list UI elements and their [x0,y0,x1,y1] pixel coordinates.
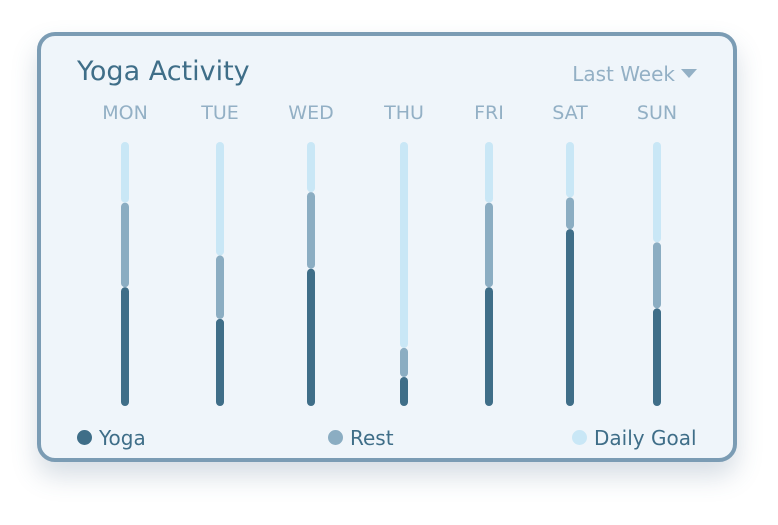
bar-wed-rest [307,192,315,269]
bar-wed-yoga [307,268,315,406]
day-label-mon: MON [102,102,148,124]
bar-mon-daily-goal [121,142,129,203]
daily-goal-dot-icon [572,430,587,445]
bar-sat-daily-goal [566,142,574,198]
yoga-dot-icon [77,430,92,445]
bar-thu-rest [400,347,408,377]
day-label-thu: THU [383,102,424,124]
legend-item-yoga: Yoga [77,426,146,450]
bar-sat-rest [566,197,574,230]
bar-fri-daily-goal [485,142,493,203]
activity-chart: MON TUE WED THU FRI SAT SUN [102,102,677,406]
yoga-activity-card: Yoga Activity Last Week MON TUE WED THU FRI S… [37,32,737,462]
day-label-fri: FRI [474,102,504,124]
legend-label-yoga: Yoga [99,426,146,450]
bar-tue-yoga [216,318,224,406]
day-label-wed: WED [288,102,333,124]
day-label-sat: SAT [552,102,588,124]
bar-sun-yoga [653,308,661,406]
bar-mon-yoga [121,287,129,406]
period-label: Last Week [572,62,675,86]
bar-mon-rest [121,202,129,288]
legend-label-daily-goal: Daily Goal [594,426,697,450]
bar-sat-yoga [566,229,574,406]
period-dropdown[interactable]: Last Week [572,62,697,86]
rest-dot-icon [328,430,343,445]
bar-tue-daily-goal [216,142,224,256]
chart-title: Yoga Activity [77,56,250,87]
legend-label-rest: Rest [350,426,394,450]
legend-item-daily-goal: Daily Goal [572,426,697,450]
bar-fri-yoga [485,287,493,406]
caret-down-icon [681,69,697,78]
bar-wed-daily-goal [307,142,315,193]
legend-item-rest: Rest [328,426,394,450]
bar-sun-rest [653,242,661,309]
day-label-tue: TUE [200,102,239,124]
bar-thu-daily-goal [400,142,408,348]
day-label-sun: SUN [637,102,677,124]
bar-tue-rest [216,255,224,319]
bar-thu-yoga [400,376,408,406]
bar-fri-rest [485,202,493,288]
bar-sun-daily-goal [653,142,661,243]
